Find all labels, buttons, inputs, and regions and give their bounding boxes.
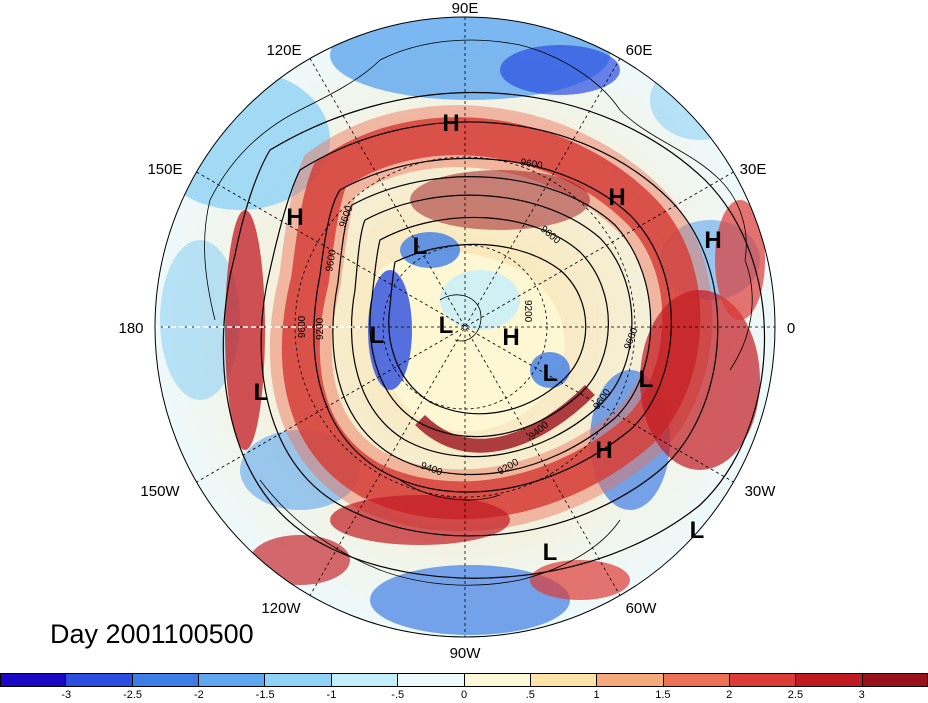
low-pressure-marker: L [254,379,269,406]
colorbar [0,673,928,687]
low-pressure-marker: L [370,322,385,349]
colorbar-tick-label: 3 [858,689,865,701]
colorbar-tick-label: 1 [593,689,600,701]
colorbar-tick-label: .5 [525,689,535,701]
colorbar-swatch [530,673,598,687]
low-pressure-marker: L [639,366,654,393]
colorbar-swatch [66,673,133,687]
colorbar-swatch [331,673,399,687]
colorbar-tick-label: -2.5 [123,689,143,701]
plot-title: Day 2001100500 [50,619,254,649]
colorbar-swatch [663,673,730,687]
lon-label-90e: 90E [452,0,479,17]
lon-label-120w: 120W [261,600,301,617]
colorbar-tick-label: 1.5 [655,689,671,701]
colorbar-tick-label: -3 [61,689,72,701]
lon-label-120e: 120E [266,42,301,59]
colorbar-tick-label: 2 [726,689,733,701]
lon-label-180: 180 [118,320,143,337]
colorbar-swatch [199,673,266,687]
colorbar-tick-label: 0 [460,689,468,701]
colorbar-swatch [729,673,797,687]
contour-label: 9600 [297,315,308,338]
anomaly-field [155,17,775,637]
colorbar-tick-labels: -3 -2.5 -2 -1.5 -1 -.5 0 .5 1 1.5 2 2.5 3 [0,689,928,703]
colorbar-swatch [597,673,664,687]
colorbar-tick-label: -2 [193,689,204,701]
low-pressure-marker: L [543,360,558,387]
contour-label: 9600 [324,248,339,272]
high-pressure-marker: H [704,227,721,254]
colorbar-tick-label: -1.5 [255,689,275,701]
map-boundary [154,16,776,638]
contour-label: 9200 [522,300,533,323]
colorbar-swatch [464,673,531,687]
high-pressure-marker: H [595,437,612,464]
lon-label-150w: 150W [140,483,180,500]
lon-label-150e: 150E [147,161,182,178]
colorbar-swatch [0,673,67,687]
low-pressure-marker: L [690,517,705,544]
low-pressure-marker: L [543,539,558,566]
colorbar-tick-label: -1 [326,689,337,701]
lon-label-30e: 30E [740,161,767,178]
low-pressure-marker: L [413,233,428,260]
colorbar-tick-label: -.5 [391,689,405,701]
contour-label: 9200 [315,317,326,340]
lon-label-90w: 90W [450,645,482,662]
colorbar-swatch [132,673,200,687]
lon-label-0: 0 [787,320,795,337]
lon-label-30w: 30W [745,483,777,500]
contour-label: 9600 [519,157,543,172]
high-pressure-marker: H [502,324,519,351]
graticule [155,17,775,637]
high-pressure-marker: H [286,204,303,231]
colorbar-swatch [265,673,332,687]
height-contours [222,91,765,579]
high-pressure-marker: H [442,110,459,137]
low-pressure-marker: L [439,312,454,339]
colorbar-swatch [398,673,465,687]
high-pressure-marker: H [608,184,625,211]
coastlines [204,39,753,586]
colorbar-tick-label: 2.5 [787,689,804,701]
colorbar-swatch [796,673,863,687]
lon-label-60w: 60W [626,600,658,617]
colorbar-swatch [862,673,928,687]
lon-label-60e: 60E [626,42,653,59]
